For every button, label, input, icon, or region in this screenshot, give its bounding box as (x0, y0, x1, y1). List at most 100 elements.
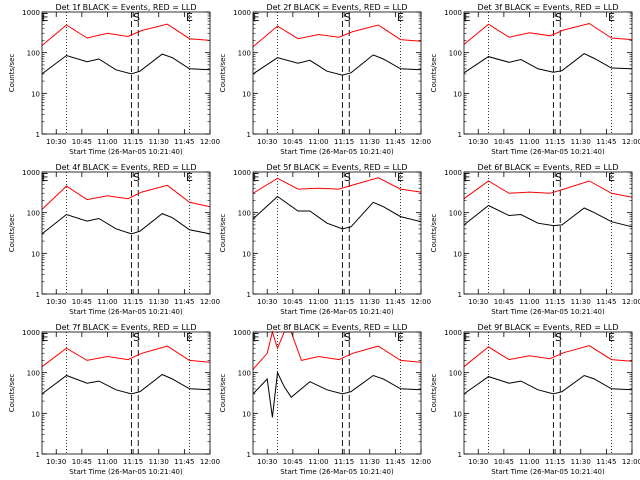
x-tick-label: 12:00 (411, 458, 431, 466)
x-tick-label: 11:00 (308, 138, 328, 146)
events-series-line (41, 373, 211, 395)
x-tick-label: 10:45 (72, 138, 92, 146)
x-axis-title: Start Time (26-Mar-05 10:21:40) (280, 148, 394, 156)
x-tick-label: 11:15 (123, 138, 143, 146)
x-tick-label: 11:45 (174, 298, 194, 306)
x-tick-label: 11:45 (385, 298, 405, 306)
plot-frame (252, 331, 422, 455)
x-tick-label: 11:30 (149, 138, 169, 146)
plot-frame (252, 171, 422, 295)
plot-frame (463, 331, 633, 455)
x-tick-label: 10:30 (46, 298, 66, 306)
plot-frame (252, 11, 422, 135)
plot-frame (41, 11, 211, 135)
panel-5: Det 5f BLACK = Events, RED = LLD 1 10 100 10… (219, 163, 431, 316)
y-tick-label: 10 (31, 90, 40, 98)
panel-8: Det 8f BLACK = Events, RED = LLD 1 10 100 10… (219, 323, 431, 476)
x-tick-label: 11:15 (123, 298, 143, 306)
x-tick-label: 11:00 (97, 298, 117, 306)
y-tick-label: 10 (31, 410, 40, 418)
x-tick-label: 10:30 (468, 298, 488, 306)
y-axis-title: Counts/sec (8, 214, 16, 253)
x-tick-label: 12:00 (411, 298, 431, 306)
marker-label: E (253, 171, 260, 184)
marker-label: E (608, 11, 615, 24)
x-tick-label: 10:45 (72, 458, 92, 466)
x-axis-title: Start Time (26-Mar-05 10:21:40) (491, 468, 605, 476)
x-tick-label: 11:30 (149, 298, 169, 306)
lld-series-line (41, 23, 211, 46)
x-tick-label: 10:30 (468, 138, 488, 146)
y-tick-label: 100 (27, 370, 40, 378)
plot-frame (41, 171, 211, 295)
x-axis-title: Start Time (26-Mar-05 10:21:40) (280, 308, 394, 316)
x-tick-label: 11:15 (334, 298, 354, 306)
x-tick-label: 11:45 (385, 138, 405, 146)
marker-label: E (397, 11, 404, 24)
events-series-line (41, 53, 211, 75)
x-tick-label: 11:45 (174, 138, 194, 146)
x-tick-label: 11:00 (519, 458, 539, 466)
marker-label: E (397, 171, 404, 184)
events-series-line (463, 204, 633, 228)
x-tick-label: 10:30 (257, 138, 277, 146)
marker-label: E (464, 171, 471, 184)
x-tick-label: 11:30 (571, 298, 591, 306)
panel-title: Det 4f BLACK = Events, RED = LLD (55, 163, 196, 172)
x-tick-label: 11:45 (385, 458, 405, 466)
panel-1: Det 1f BLACK = Events, RED = LLD 1 10 100 10… (8, 3, 220, 156)
y-axis-title: Counts/sec (219, 214, 227, 253)
x-tick-label: 11:00 (519, 138, 539, 146)
x-tick-label: 11:45 (596, 298, 616, 306)
y-tick-label: 1000 (233, 9, 251, 17)
x-tick-label: 12:00 (622, 298, 640, 306)
lld-series-line (463, 180, 633, 200)
y-tick-label: 1 (458, 291, 462, 299)
y-tick-label: 100 (449, 370, 462, 378)
x-tick-label: 11:30 (360, 138, 380, 146)
y-tick-label: 1000 (233, 329, 251, 337)
marker-label: S (555, 331, 562, 344)
x-tick-label: 11:30 (360, 458, 380, 466)
x-tick-label: 11:30 (571, 458, 591, 466)
events-series-line (252, 195, 422, 230)
marker-label: E (42, 171, 49, 184)
y-tick-label: 100 (238, 210, 251, 218)
x-tick-label: 11:15 (334, 138, 354, 146)
x-tick-label: 11:00 (308, 298, 328, 306)
x-tick-label: 12:00 (622, 458, 640, 466)
x-tick-label: 11:45 (174, 458, 194, 466)
marker-label: E (464, 11, 471, 24)
y-tick-label: 10 (242, 250, 251, 258)
x-tick-label: 11:45 (596, 138, 616, 146)
marker-label: E (608, 171, 615, 184)
marker-label: S (133, 171, 140, 184)
lld-series-line (252, 177, 422, 194)
y-axis-title: Counts/sec (430, 374, 438, 413)
y-tick-label: 100 (449, 210, 462, 218)
x-tick-label: 10:45 (283, 298, 303, 306)
y-tick-label: 100 (449, 50, 462, 58)
y-tick-label: 1 (36, 291, 40, 299)
marker-label: S (555, 11, 562, 24)
x-tick-label: 11:15 (334, 458, 354, 466)
panel-9: Det 9f BLACK = Events, RED = LLD 1 10 100 10… (430, 323, 640, 476)
marker-label: E (253, 331, 260, 344)
lld-series-line (463, 22, 633, 45)
marker-label: E (397, 331, 404, 344)
y-tick-label: 10 (453, 410, 462, 418)
x-tick-label: 10:30 (257, 298, 277, 306)
marker-label: E (186, 331, 193, 344)
marker-label: E (42, 331, 49, 344)
x-tick-label: 10:45 (494, 138, 514, 146)
y-tick-label: 1 (247, 291, 251, 299)
marker-label: E (464, 331, 471, 344)
panel-3: Det 3f BLACK = Events, RED = LLD 1 10 100 10… (430, 3, 640, 156)
plot-frame (463, 171, 633, 295)
y-axis-title: Counts/sec (430, 214, 438, 253)
y-tick-label: 10 (242, 90, 251, 98)
x-tick-label: 12:00 (200, 138, 220, 146)
events-series-line (41, 213, 211, 235)
x-tick-label: 12:00 (622, 138, 640, 146)
